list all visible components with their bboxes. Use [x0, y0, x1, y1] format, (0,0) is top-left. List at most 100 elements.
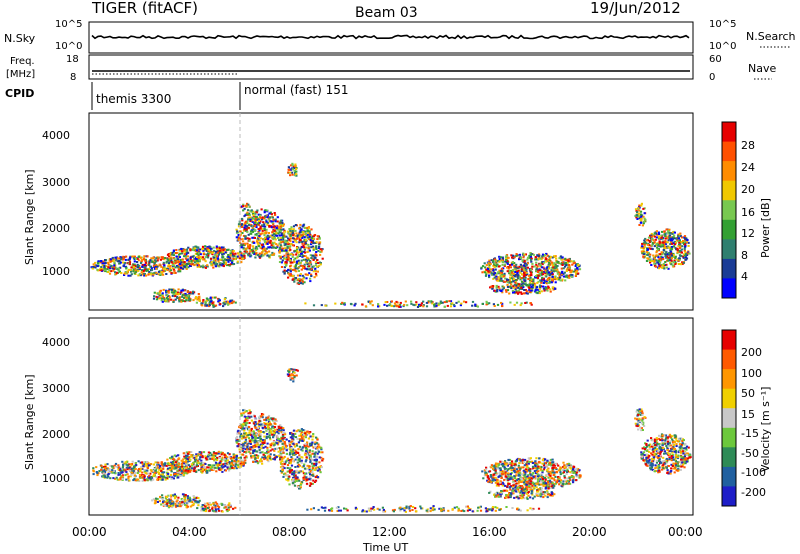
velocity-cell [177, 476, 180, 479]
power-cell [262, 217, 266, 220]
power-cell [306, 233, 309, 236]
power-cell [292, 228, 295, 231]
power-cell [425, 301, 428, 304]
velocity-cell [212, 456, 215, 459]
power-cell [505, 254, 508, 257]
power-cell [488, 302, 491, 305]
power-cell [527, 274, 531, 277]
power-cell [288, 247, 291, 249]
power-cell [564, 279, 567, 282]
velocity-cell [203, 465, 206, 468]
power-cell [252, 228, 255, 231]
velocity-cell [153, 468, 156, 470]
power-cell [99, 267, 102, 270]
power-cell [222, 249, 225, 252]
power-cell [265, 209, 269, 212]
power-cell [683, 243, 687, 246]
power-cell [164, 299, 167, 302]
power-cell [503, 264, 506, 267]
power-cell [544, 256, 547, 259]
velocity-cell [156, 466, 159, 469]
velocity-cell [137, 468, 141, 470]
velocity-cell [207, 466, 210, 469]
power-cell [554, 275, 557, 278]
power-cell [560, 273, 563, 276]
power-cell [182, 300, 185, 302]
power-cell [520, 270, 523, 272]
power-cell [184, 292, 187, 295]
power-cell [642, 242, 645, 245]
power-cell [137, 266, 140, 269]
power-cell [664, 255, 667, 258]
power-cell [683, 240, 687, 243]
velocity-cell [103, 474, 106, 477]
power-cell [524, 270, 527, 273]
power-cell [494, 258, 497, 261]
velocity-cell [111, 465, 114, 468]
velocity-cell [266, 446, 269, 449]
power-cell [241, 232, 244, 234]
power-cell [575, 273, 578, 276]
power-cell [257, 254, 260, 257]
power-cell [222, 302, 225, 305]
power-cell [672, 261, 675, 264]
power-cell [542, 277, 545, 280]
power-cell [453, 305, 456, 308]
power-cell [528, 287, 531, 290]
power-cell [141, 264, 144, 266]
velocity-cell [177, 462, 180, 465]
power-cell [269, 239, 272, 242]
power-cell [98, 269, 101, 272]
power-cell [310, 275, 313, 277]
power-cell [266, 254, 269, 257]
power-cell [546, 289, 549, 292]
power-cell [314, 264, 318, 267]
power-cell [295, 232, 298, 235]
power-cell [218, 247, 221, 250]
power-cell [178, 297, 181, 300]
power-cell [415, 301, 418, 304]
power-cell [499, 289, 502, 292]
power-cell [661, 241, 664, 244]
power-cell [225, 258, 228, 261]
power-cell [531, 265, 534, 268]
velocity-cell [183, 472, 186, 475]
power-cell [439, 300, 442, 303]
velocity-cell [253, 441, 256, 444]
power-panel: Slant Range [km] 4000 3000 2000 1000 Pow… [23, 112, 772, 311]
power-cell [501, 285, 504, 288]
velocity-cell [227, 463, 230, 466]
power-cell [515, 286, 518, 289]
velocity-cell [175, 461, 178, 464]
velocity-cell [137, 460, 140, 463]
power-cell [259, 220, 262, 223]
power-cell [226, 301, 229, 304]
power-cell [158, 263, 161, 266]
power-cell [212, 246, 215, 249]
power-cell [660, 234, 663, 237]
velocity-cell [193, 470, 196, 473]
power-cell [255, 240, 259, 243]
velocity-cell [255, 450, 258, 453]
velocity-cell [115, 465, 118, 468]
power-cell [119, 261, 122, 264]
power-cell [181, 294, 184, 297]
power-cell [112, 260, 115, 262]
power-cell [314, 246, 318, 249]
power-cell [246, 222, 249, 225]
power-cell [288, 238, 291, 241]
power-cell [636, 218, 639, 220]
power-cell [659, 265, 662, 268]
power-cell [287, 171, 290, 174]
velocity-cell [200, 465, 203, 468]
velocity-cell [178, 471, 181, 474]
power-cell [163, 266, 166, 269]
power-cell [184, 296, 187, 299]
power-cell [663, 233, 666, 236]
power-cell [652, 241, 655, 244]
power-cell [526, 258, 529, 261]
velocity-cell [206, 466, 209, 469]
power-cell [541, 276, 544, 279]
velocity-cell [279, 424, 282, 427]
power-cell [274, 213, 277, 216]
